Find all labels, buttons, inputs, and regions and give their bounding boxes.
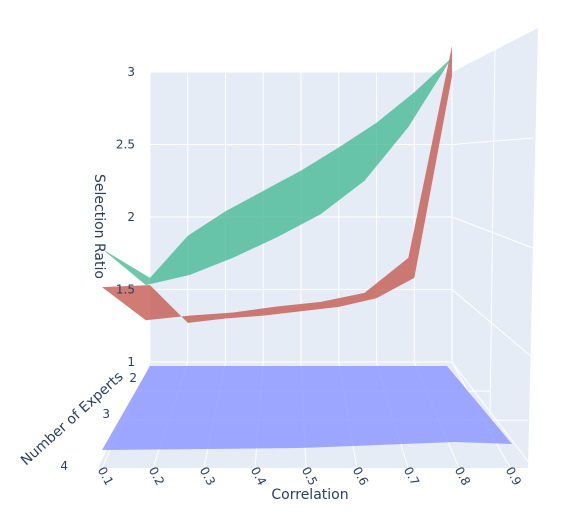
z-tick-label: 3 [127, 65, 135, 79]
x-axis-title: Correlation [271, 487, 348, 503]
x-axis-tick-labels: 0.1 0.2 0.3 0.4 0.5 0.6 0.7 0.8 0.9 [95, 464, 524, 487]
side-wall-pane [452, 28, 538, 468]
surface-layer [102, 45, 452, 323]
series-surface-purple [102, 366, 512, 450]
side-grid-line [451, 137, 534, 145]
z-tick-label: 2 [127, 210, 135, 224]
side-wall-grid [451, 27, 534, 469]
y-tick-label: 4 [60, 459, 68, 473]
side-grid-line [451, 289, 534, 359]
z-axis-tick-labels: 1 1.5 2 2.5 3 [116, 65, 135, 369]
side-grid-line [451, 361, 534, 469]
z-tick-label: 1 [127, 355, 135, 369]
y-axis-tick-labels: 2 3 4 [60, 371, 137, 473]
z-axis-title: Selection Ratio [91, 174, 107, 279]
side-grid-line [489, 49, 496, 416]
side-grid-line [451, 27, 534, 73]
z-tick-label: 2.5 [116, 138, 135, 152]
y-tick-label: 3 [102, 407, 110, 421]
y-tick-label: 2 [129, 371, 137, 385]
series-surface-red [102, 45, 452, 323]
z-tick-label: 1.5 [116, 283, 135, 297]
